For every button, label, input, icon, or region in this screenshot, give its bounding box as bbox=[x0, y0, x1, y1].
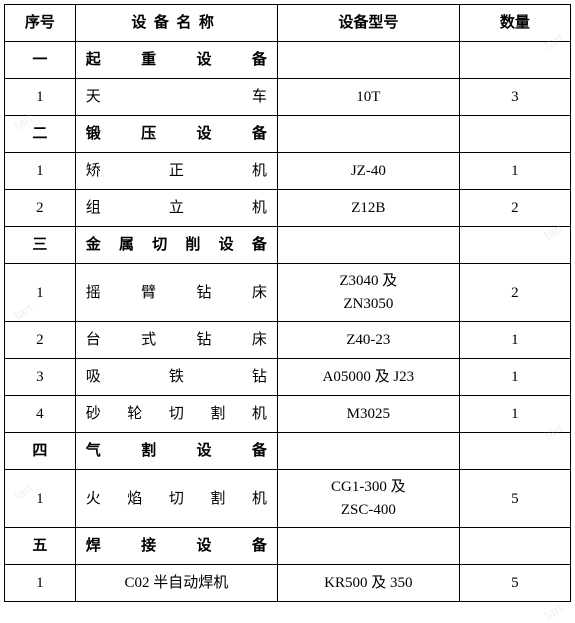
row-qty: 3 bbox=[459, 79, 570, 116]
row-name: 矫正机 bbox=[75, 153, 277, 190]
section-name: 气割设备 bbox=[75, 433, 277, 470]
row-seq: 2 bbox=[5, 322, 76, 359]
equipment-table: 序号 设备名称 设备型号 数量 一起重设备1天车10T3二锻压设备1矫正机JZ-… bbox=[4, 4, 571, 602]
row-name: C02 半自动焊机 bbox=[75, 565, 277, 602]
row-seq: 1 bbox=[5, 79, 76, 116]
row-seq: 2 bbox=[5, 190, 76, 227]
row-qty: 1 bbox=[459, 396, 570, 433]
row-qty: 2 bbox=[459, 190, 570, 227]
section-model-empty bbox=[277, 42, 459, 79]
section-row: 二锻压设备 bbox=[5, 116, 571, 153]
section-model-empty bbox=[277, 116, 459, 153]
section-model-empty bbox=[277, 227, 459, 264]
row-seq: 3 bbox=[5, 359, 76, 396]
data-row: 1火焰切割机CG1-300 及ZSC-4005 bbox=[5, 470, 571, 528]
section-qty-empty bbox=[459, 528, 570, 565]
section-name: 焊接设备 bbox=[75, 528, 277, 565]
row-model: Z40-23 bbox=[277, 322, 459, 359]
row-seq: 1 bbox=[5, 470, 76, 528]
row-name: 吸铁钻 bbox=[75, 359, 277, 396]
row-qty: 5 bbox=[459, 470, 570, 528]
section-row: 四气割设备 bbox=[5, 433, 571, 470]
row-name: 组立机 bbox=[75, 190, 277, 227]
row-name: 天车 bbox=[75, 79, 277, 116]
row-model: JZ-40 bbox=[277, 153, 459, 190]
data-row: 1矫正机JZ-401 bbox=[5, 153, 571, 190]
section-seq: 四 bbox=[5, 433, 76, 470]
header-seq: 序号 bbox=[5, 5, 76, 42]
section-qty-empty bbox=[459, 227, 570, 264]
header-qty: 数量 bbox=[459, 5, 570, 42]
section-seq: 一 bbox=[5, 42, 76, 79]
data-row: 1C02 半自动焊机KR500 及 3505 bbox=[5, 565, 571, 602]
header-row: 序号 设备名称 设备型号 数量 bbox=[5, 5, 571, 42]
section-row: 五焊接设备 bbox=[5, 528, 571, 565]
data-row: 2台式钻床Z40-231 bbox=[5, 322, 571, 359]
row-seq: 1 bbox=[5, 153, 76, 190]
row-model: Z12B bbox=[277, 190, 459, 227]
data-row: 1摇臂钻床Z3040 及ZN30502 bbox=[5, 264, 571, 322]
row-model: 10T bbox=[277, 79, 459, 116]
row-qty: 1 bbox=[459, 153, 570, 190]
row-model: CG1-300 及ZSC-400 bbox=[277, 470, 459, 528]
data-row: 4砂轮切割机M30251 bbox=[5, 396, 571, 433]
row-model: KR500 及 350 bbox=[277, 565, 459, 602]
row-seq: 1 bbox=[5, 264, 76, 322]
data-row: 3吸铁钻A05000 及 J231 bbox=[5, 359, 571, 396]
table-container: tart tart tart tart tart tart tart 序号 设备… bbox=[4, 4, 571, 602]
row-seq: 1 bbox=[5, 565, 76, 602]
row-name: 台式钻床 bbox=[75, 322, 277, 359]
section-row: 三金属切削设备 bbox=[5, 227, 571, 264]
data-row: 2组立机Z12B2 bbox=[5, 190, 571, 227]
section-qty-empty bbox=[459, 433, 570, 470]
row-model: Z3040 及ZN3050 bbox=[277, 264, 459, 322]
data-row: 1天车10T3 bbox=[5, 79, 571, 116]
section-model-empty bbox=[277, 528, 459, 565]
row-name: 砂轮切割机 bbox=[75, 396, 277, 433]
row-qty: 1 bbox=[459, 322, 570, 359]
row-model: A05000 及 J23 bbox=[277, 359, 459, 396]
section-name: 金属切削设备 bbox=[75, 227, 277, 264]
header-name: 设备名称 bbox=[75, 5, 277, 42]
section-name: 起重设备 bbox=[75, 42, 277, 79]
row-model: M3025 bbox=[277, 396, 459, 433]
section-qty-empty bbox=[459, 116, 570, 153]
row-qty: 1 bbox=[459, 359, 570, 396]
row-qty: 5 bbox=[459, 565, 570, 602]
section-name: 锻压设备 bbox=[75, 116, 277, 153]
section-seq: 五 bbox=[5, 528, 76, 565]
section-seq: 三 bbox=[5, 227, 76, 264]
section-model-empty bbox=[277, 433, 459, 470]
row-qty: 2 bbox=[459, 264, 570, 322]
row-name: 摇臂钻床 bbox=[75, 264, 277, 322]
section-row: 一起重设备 bbox=[5, 42, 571, 79]
section-qty-empty bbox=[459, 42, 570, 79]
watermark: tart bbox=[542, 600, 566, 622]
row-seq: 4 bbox=[5, 396, 76, 433]
section-seq: 二 bbox=[5, 116, 76, 153]
header-model: 设备型号 bbox=[277, 5, 459, 42]
row-name: 火焰切割机 bbox=[75, 470, 277, 528]
